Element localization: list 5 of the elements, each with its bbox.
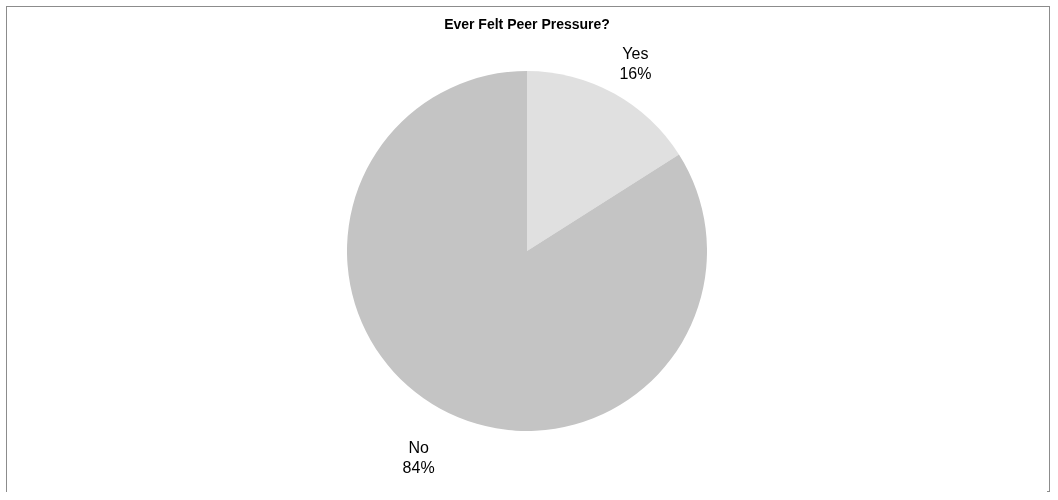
slice-label: Yes: [622, 44, 649, 62]
data-label: 16%: [619, 64, 652, 82]
chart-title: Ever Felt Peer Pressure?: [444, 15, 610, 32]
data-label: 84%: [402, 459, 435, 477]
slice-label: No: [408, 439, 429, 457]
